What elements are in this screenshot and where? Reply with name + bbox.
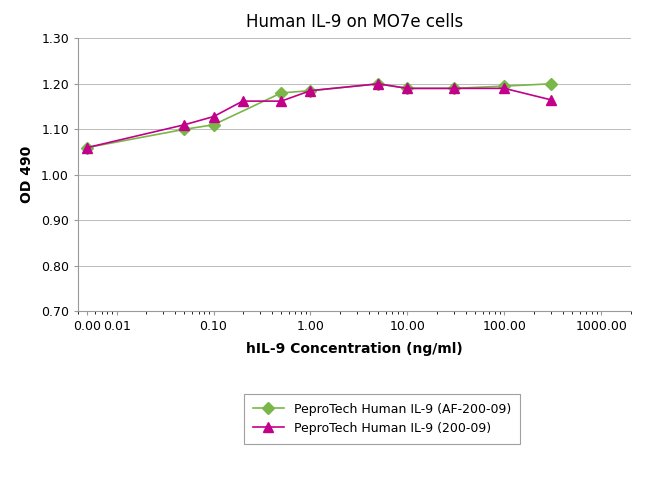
PeproTech Human IL-9 (AF-200-09) — [181, 126, 188, 132]
PeproTech Human IL-9 (200-09) — [547, 97, 554, 103]
PeproTech Human IL-9 (200-09) — [450, 86, 458, 91]
PeproTech Human IL-9 (200-09) — [374, 81, 382, 87]
PeproTech Human IL-9 (AF-200-09) — [404, 86, 411, 91]
PeproTech Human IL-9 (200-09) — [181, 122, 188, 127]
PeproTech Human IL-9 (AF-200-09) — [450, 86, 458, 91]
PeproTech Human IL-9 (AF-200-09) — [278, 90, 285, 96]
PeproTech Human IL-9 (AF-200-09) — [210, 122, 218, 127]
PeproTech Human IL-9 (AF-200-09) — [500, 83, 508, 89]
PeproTech Human IL-9 (AF-200-09) — [83, 145, 91, 150]
PeproTech Human IL-9 (AF-200-09) — [307, 88, 315, 93]
PeproTech Human IL-9 (AF-200-09) — [374, 81, 382, 87]
Line: PeproTech Human IL-9 (AF-200-09): PeproTech Human IL-9 (AF-200-09) — [83, 80, 555, 152]
PeproTech Human IL-9 (200-09) — [404, 86, 411, 91]
X-axis label: hIL-9 Concentration (ng/ml): hIL-9 Concentration (ng/ml) — [246, 342, 463, 356]
Legend: PeproTech Human IL-9 (AF-200-09), PeproTech Human IL-9 (200-09): PeproTech Human IL-9 (AF-200-09), PeproT… — [244, 394, 520, 444]
Y-axis label: OD 490: OD 490 — [20, 146, 34, 204]
PeproTech Human IL-9 (200-09) — [307, 88, 315, 93]
Line: PeproTech Human IL-9 (200-09): PeproTech Human IL-9 (200-09) — [83, 79, 556, 152]
PeproTech Human IL-9 (200-09) — [83, 145, 91, 150]
PeproTech Human IL-9 (200-09) — [278, 98, 285, 104]
PeproTech Human IL-9 (200-09) — [500, 86, 508, 91]
PeproTech Human IL-9 (200-09) — [210, 114, 218, 119]
PeproTech Human IL-9 (AF-200-09) — [547, 81, 554, 87]
PeproTech Human IL-9 (200-09) — [239, 98, 246, 104]
Title: Human IL-9 on MO7e cells: Human IL-9 on MO7e cells — [246, 13, 463, 31]
